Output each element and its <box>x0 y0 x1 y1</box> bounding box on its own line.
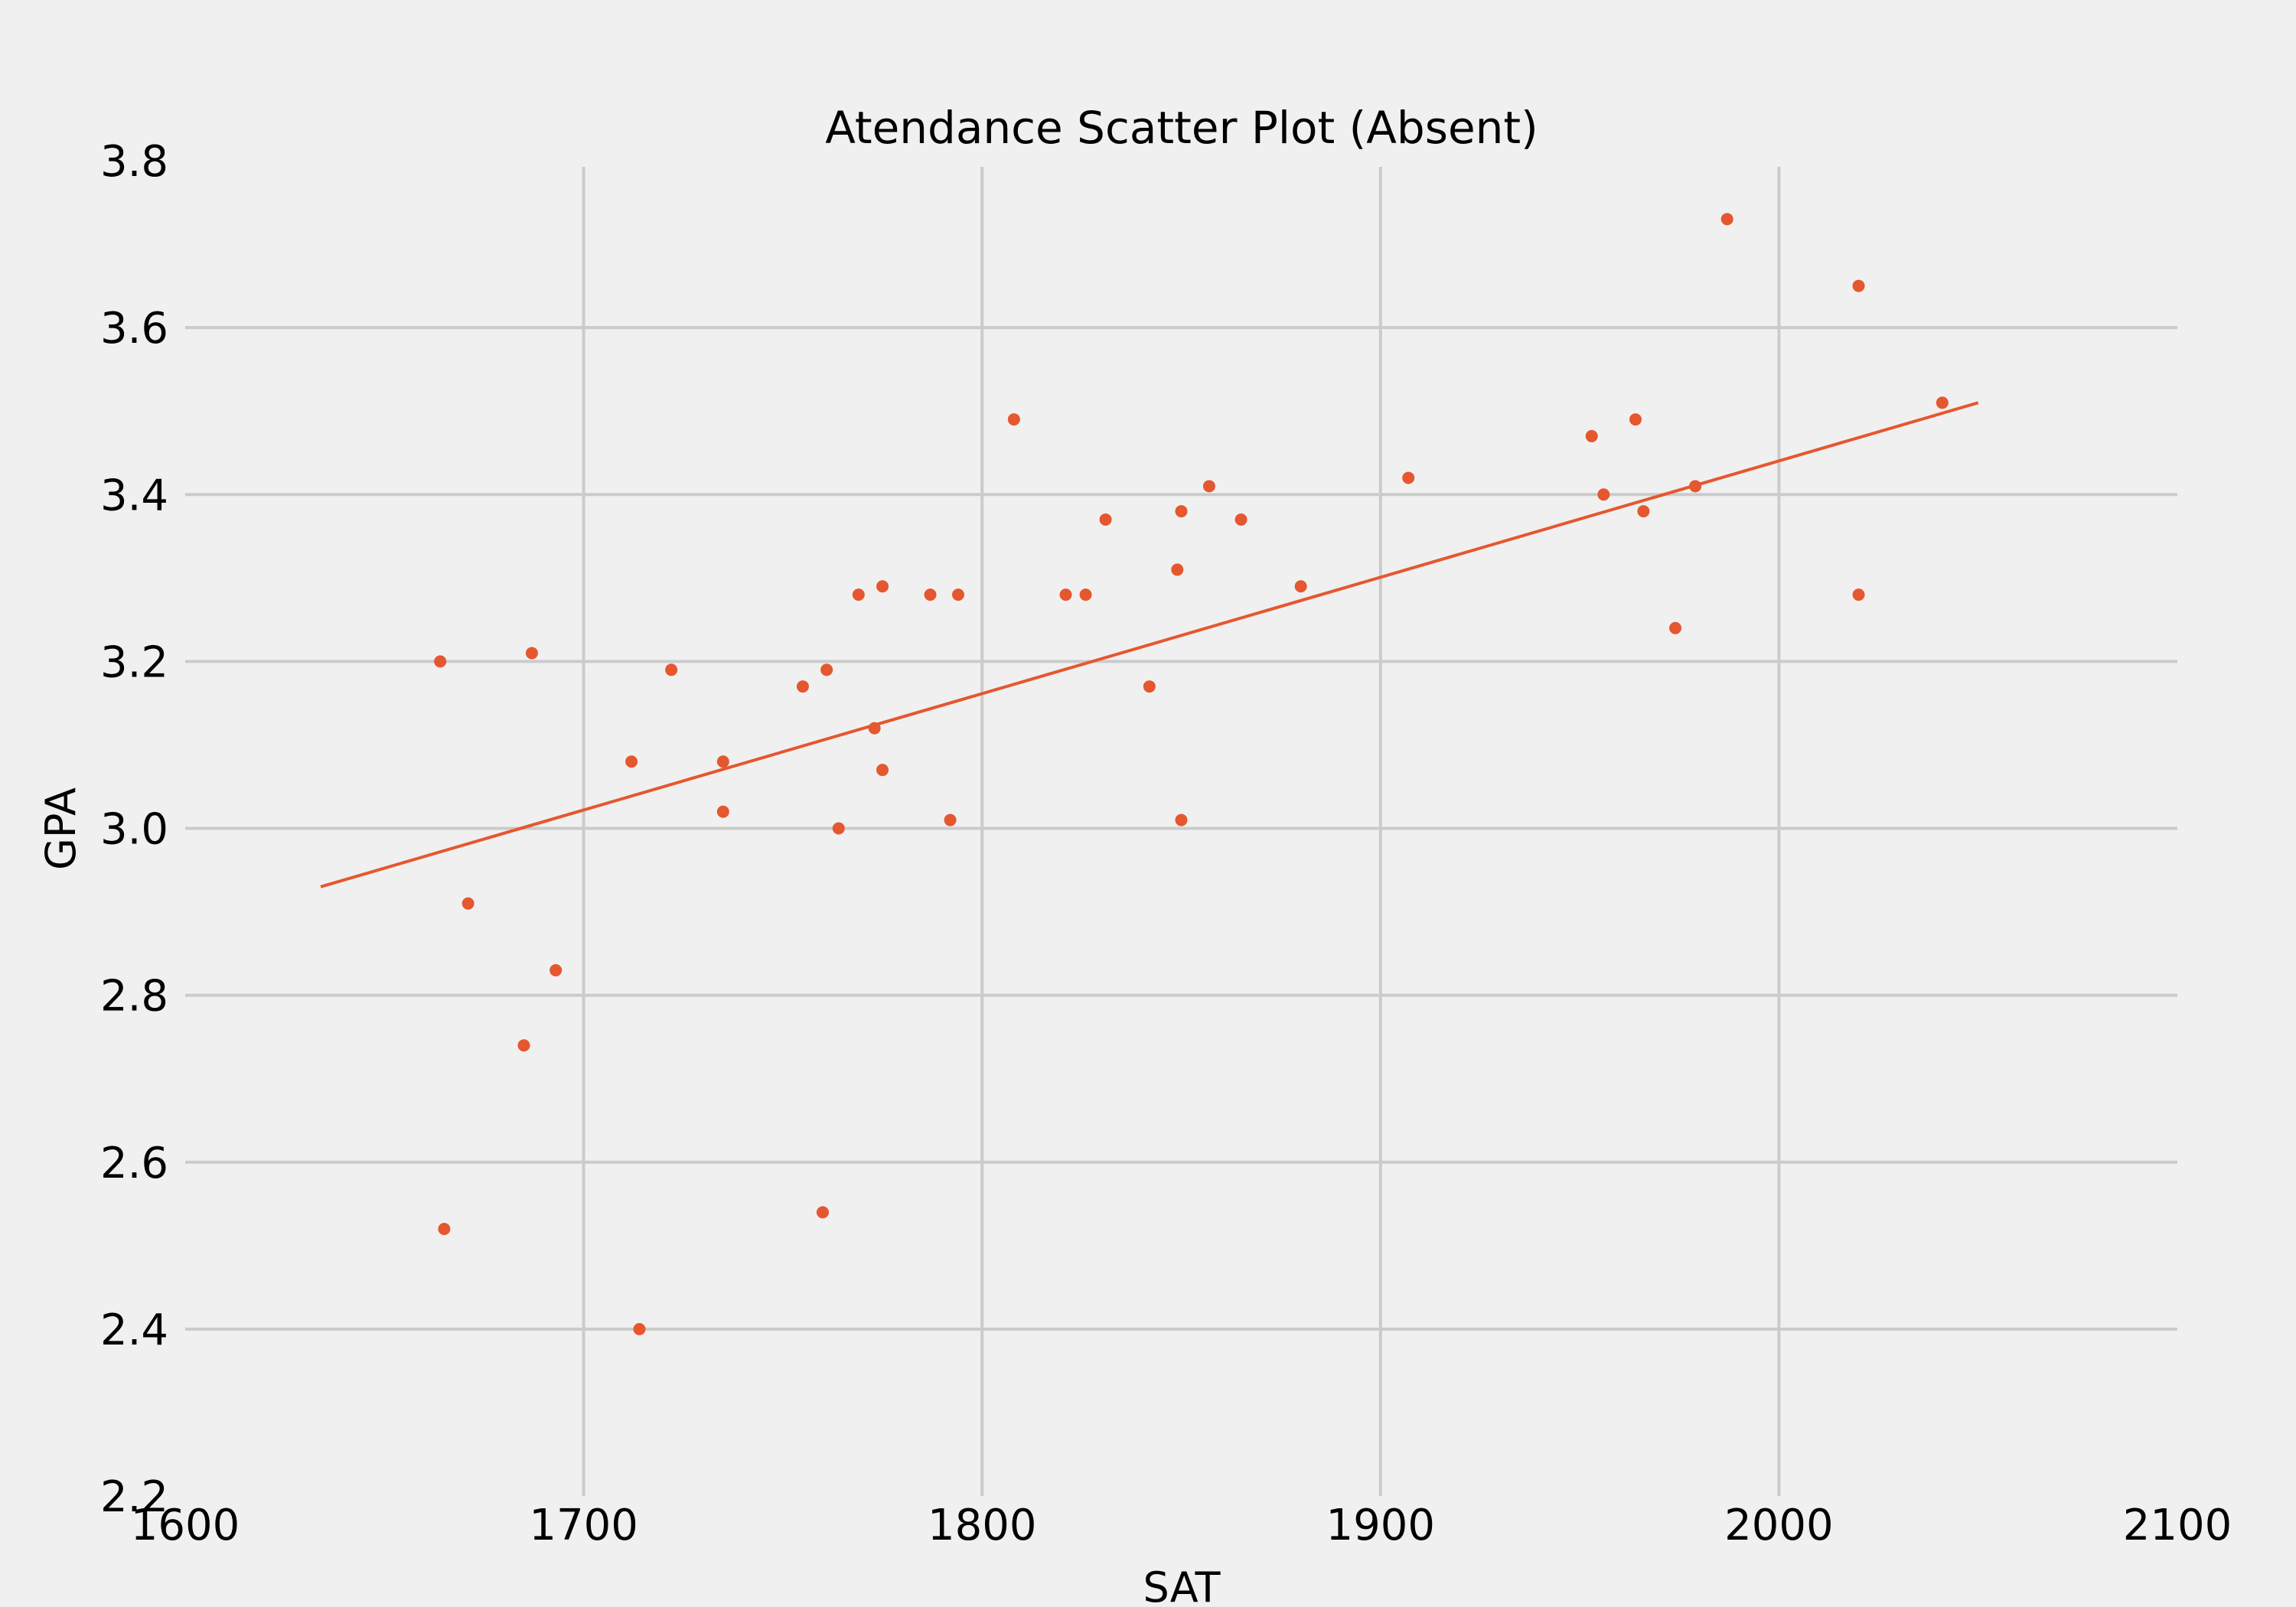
data-point <box>951 588 964 601</box>
y-tick-label: 2.8 <box>100 972 168 1022</box>
data-point <box>1234 513 1247 526</box>
y-axis-title: GPA <box>37 787 85 870</box>
data-point <box>1720 213 1733 226</box>
data-point <box>665 663 678 676</box>
data-point <box>1629 413 1642 426</box>
data-point <box>852 588 865 601</box>
x-tick-label: 1600 <box>131 1501 240 1550</box>
data-point <box>461 897 475 910</box>
data-point <box>1294 580 1307 593</box>
data-point <box>1143 680 1156 693</box>
data-points <box>434 213 1949 1335</box>
data-point <box>1171 563 1184 576</box>
data-point <box>1597 488 1610 501</box>
data-point <box>716 805 729 818</box>
chart-title: Atendance Scatter Plot (Absent) <box>825 102 1538 154</box>
data-point <box>525 647 538 660</box>
trend-line <box>320 401 1979 888</box>
data-point <box>1059 588 1072 601</box>
data-point <box>434 655 447 668</box>
y-tick-label: 2.6 <box>100 1139 168 1188</box>
data-point <box>1637 505 1650 518</box>
data-point <box>832 822 845 835</box>
x-tick-label: 2100 <box>2123 1501 2232 1550</box>
data-point <box>944 813 957 826</box>
y-tick-label: 3.2 <box>100 637 168 687</box>
x-tick-label: 1700 <box>529 1501 638 1550</box>
data-point <box>1585 429 1598 442</box>
data-point <box>716 755 729 768</box>
data-point <box>820 663 833 676</box>
y-tick-label: 2.4 <box>100 1305 168 1355</box>
data-point <box>625 755 638 768</box>
data-point <box>816 1206 829 1219</box>
data-point <box>1936 396 1949 409</box>
data-point <box>796 680 809 693</box>
data-point <box>1202 480 1215 493</box>
y-tick-label: 3.6 <box>100 304 168 354</box>
trend-line-group <box>320 401 1979 888</box>
data-point <box>1402 471 1415 484</box>
x-tick-label: 2000 <box>1724 1501 1834 1550</box>
y-tick-label: 2.2 <box>100 1472 168 1522</box>
data-point <box>1852 279 1865 292</box>
y-tick-label: 3.0 <box>100 805 168 855</box>
data-point <box>1007 413 1020 426</box>
data-point <box>1669 621 1682 634</box>
data-point <box>438 1223 451 1235</box>
x-tick-label: 1800 <box>928 1501 1037 1550</box>
x-axis-title: SAT <box>1143 1563 1221 1607</box>
y-tick-label: 3.4 <box>100 471 168 520</box>
x-tick-label: 1900 <box>1326 1501 1436 1550</box>
data-point <box>1099 513 1112 526</box>
data-point <box>1079 588 1092 601</box>
tick-labels: 1600 1700 1800 1900 2000 2100 2.2 2.4 2.6 2.8 3.0 3… <box>100 137 2232 1550</box>
data-point <box>1852 588 1865 601</box>
grid <box>185 167 2177 1496</box>
data-point <box>1175 505 1188 518</box>
data-point <box>517 1039 530 1052</box>
y-tick-label: 3.8 <box>100 137 168 187</box>
data-point <box>550 963 563 976</box>
data-point <box>868 722 881 735</box>
data-point <box>924 588 937 601</box>
data-point <box>1689 480 1702 493</box>
data-point <box>633 1322 646 1335</box>
data-point <box>876 580 889 593</box>
data-point <box>876 764 889 777</box>
data-point <box>1175 813 1188 826</box>
